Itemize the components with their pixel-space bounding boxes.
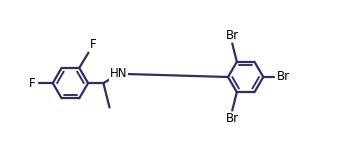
Text: F: F — [29, 77, 36, 90]
Text: Br: Br — [226, 29, 239, 42]
Text: F: F — [90, 38, 97, 51]
Text: HN: HN — [110, 67, 127, 80]
Text: Br: Br — [226, 112, 239, 125]
Text: Br: Br — [277, 71, 290, 83]
